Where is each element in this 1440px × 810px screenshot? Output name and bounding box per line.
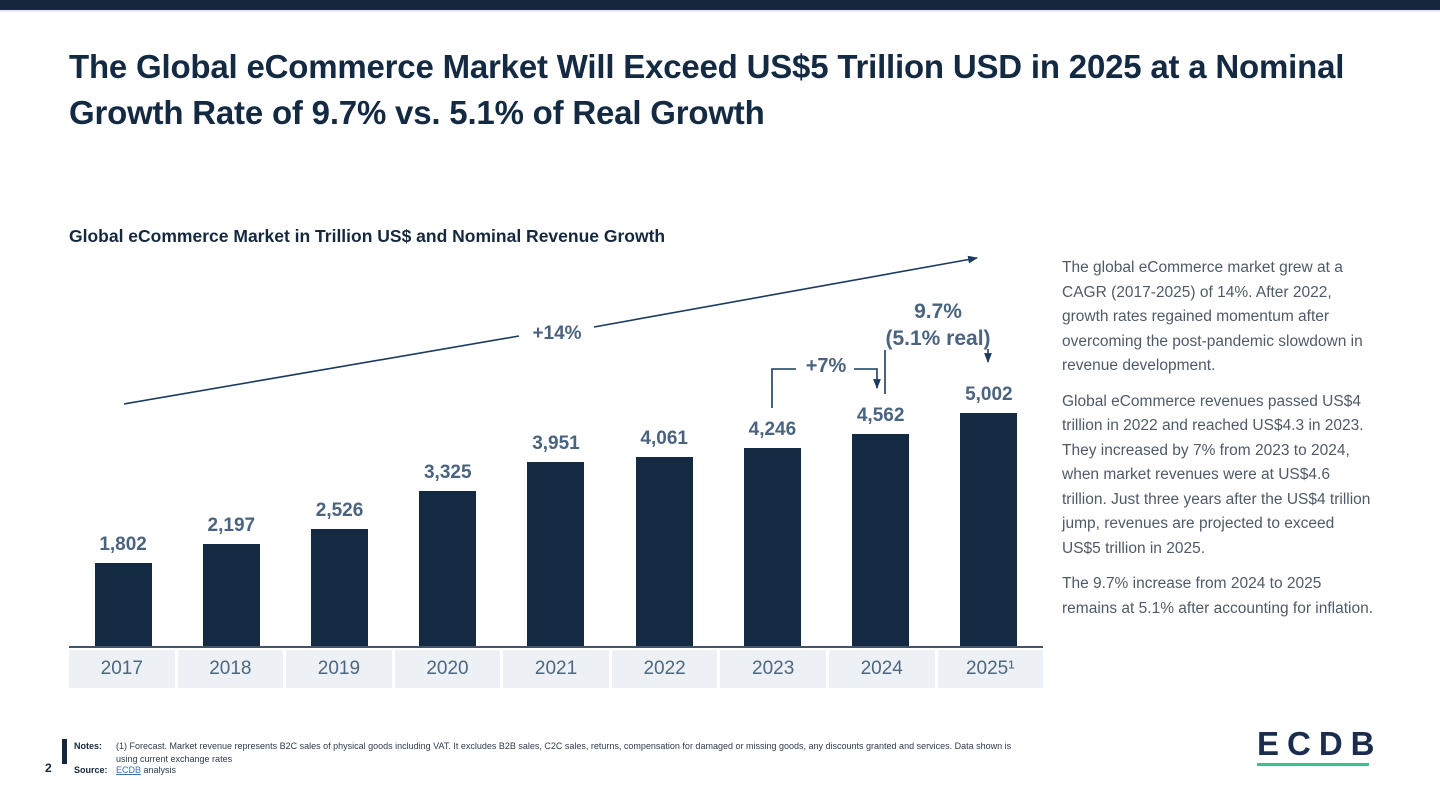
cagr-label: +14% xyxy=(532,323,582,344)
bar xyxy=(311,529,369,647)
source-text: ECDB analysis xyxy=(116,764,176,777)
bar-value-label: 2,526 xyxy=(315,500,364,521)
bar xyxy=(635,457,693,647)
bar xyxy=(202,544,260,647)
bar xyxy=(94,563,152,647)
x-axis-label: 2022 xyxy=(611,650,718,688)
bar-value-label: 4,246 xyxy=(748,419,797,440)
bar-value-label: 2,197 xyxy=(207,515,256,536)
x-axis-band: 2017 2018 2019 2020 2021 2022 2023 2024 2025¹ xyxy=(69,650,1044,688)
x-axis-label: 2017 xyxy=(69,650,175,688)
commentary-paragraph-3: The 9.7% increase from 2024 to 2025 rema… xyxy=(1062,575,1374,617)
notes-line-1: (1) Forecast. Market revenue represents … xyxy=(116,741,1012,751)
ecdb-logo-underline xyxy=(1257,763,1369,766)
bar-column: 5,002 xyxy=(935,250,1043,647)
source-label: Source: xyxy=(74,765,108,775)
x-axis-line xyxy=(69,646,1043,648)
bar-column: 1,802 xyxy=(69,250,177,647)
bar-column: 2,197 xyxy=(177,250,285,647)
x-axis-label: 2025¹ xyxy=(937,650,1044,688)
bar-column: 3,951 xyxy=(502,250,610,647)
ecdb-logo-text: ECDB xyxy=(1257,725,1383,762)
bar-value-label: 5,002 xyxy=(965,384,1013,405)
x-axis-label: 2021 xyxy=(503,650,609,688)
growth-real-label: (5.1% real) xyxy=(885,327,991,350)
bar xyxy=(852,434,910,647)
bar-chart: 1,802 2,197 2,526 3,325 3,951 4,061 4,246 4,562… xyxy=(69,250,1043,647)
x-axis-label: 2024 xyxy=(828,650,935,688)
chart-title: Global eCommerce Market in Trillion US$ … xyxy=(69,226,666,246)
bar xyxy=(960,413,1018,647)
x-axis-label: 2018 xyxy=(177,650,284,688)
source-row: Source: ECDB analysis xyxy=(74,764,176,777)
commentary-paragraph-1: The global eCommerce market grew at a CA… xyxy=(1062,259,1363,374)
commentary-panel: The global eCommerce market grew at a CA… xyxy=(1062,256,1374,632)
bar-column: 3,325 xyxy=(394,250,502,647)
notes-row: Notes: (1) Forecast. Market revenue repr… xyxy=(74,740,1064,765)
bar-value-label: 1,802 xyxy=(99,534,147,555)
bar-value-label: 4,061 xyxy=(640,428,688,449)
x-axis-label: 2019 xyxy=(286,650,392,688)
commentary-paragraph-2: Global eCommerce revenues passed US$4 tr… xyxy=(1062,392,1371,557)
ecdb-logo: ECDB xyxy=(1257,727,1383,766)
x-axis-label: 2020 xyxy=(394,650,501,688)
x-axis-label: 2023 xyxy=(720,650,826,688)
bar-column: 4,061 xyxy=(610,250,718,647)
source-rest: analysis xyxy=(141,765,177,775)
top-accent-bar xyxy=(0,0,1440,12)
notes-label: Notes: xyxy=(74,741,103,751)
bar-value-label: 3,325 xyxy=(423,462,472,483)
footer-accent-bar xyxy=(62,739,67,764)
bar xyxy=(527,462,585,647)
notes-text: (1) Forecast. Market revenue represents … xyxy=(116,740,1056,765)
bar-value-label: 3,951 xyxy=(532,433,580,454)
bar xyxy=(419,491,477,647)
bar-column: 4,562 xyxy=(827,250,935,647)
growth-nominal-label: 9.7% xyxy=(914,300,962,323)
notes-line-2: using current exchange rates xyxy=(116,753,233,764)
page-title: The Global eCommerce Market Will Exceed … xyxy=(69,48,1345,131)
yoy-growth-label: +7% xyxy=(805,355,847,377)
page-number: 2 xyxy=(45,761,52,775)
bar-value-label: 4,562 xyxy=(856,405,905,426)
bar-column: 4,246 xyxy=(718,250,826,647)
bar xyxy=(743,448,801,647)
ecdb-source-link[interactable]: ECDB xyxy=(116,765,142,775)
growth-2025-label: 9.7% (5.1% real) xyxy=(872,298,1004,352)
bar-column: 2,526 xyxy=(285,250,393,647)
